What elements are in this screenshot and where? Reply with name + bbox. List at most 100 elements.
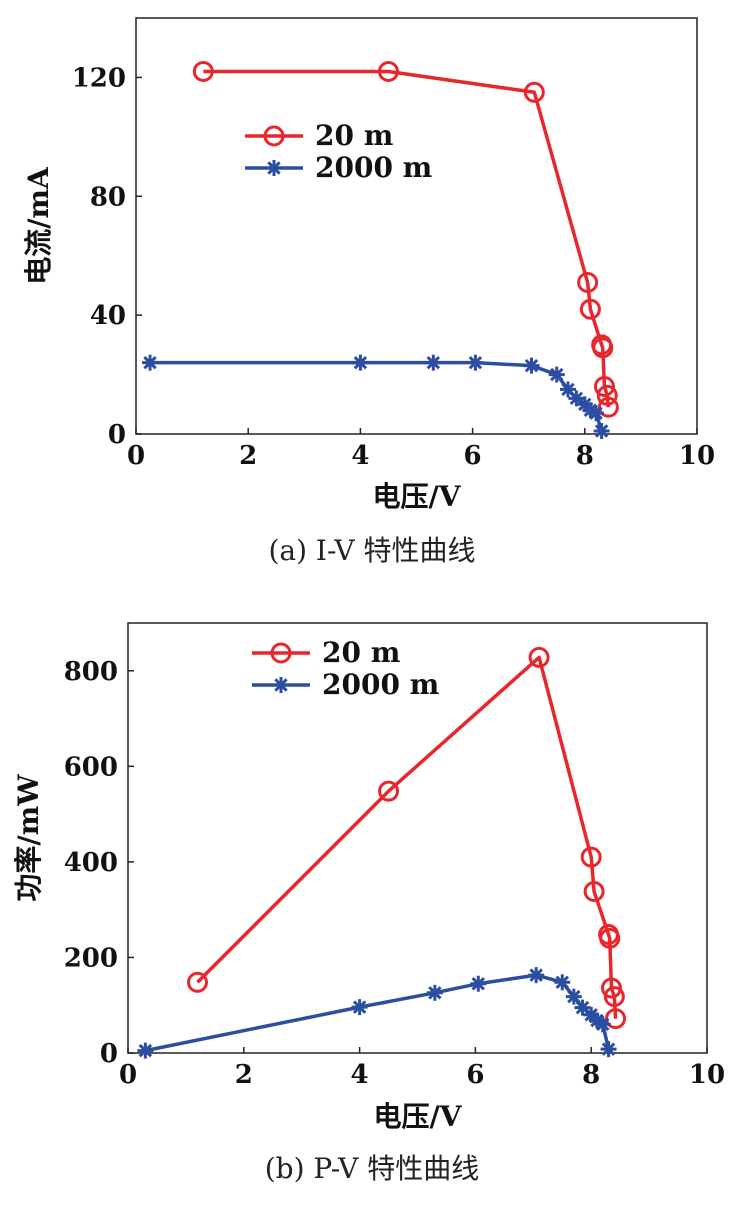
legend-entry: 2000 m [245,151,432,184]
data-point [137,1042,154,1059]
legend-marker [266,160,282,176]
series-0 [192,60,619,418]
data-point-stroke [524,358,539,373]
data-point [577,271,599,293]
x-tick-label: 8 [576,441,594,471]
data-point [192,60,214,82]
y-tick-label: 200 [64,943,118,973]
data-point-stroke [589,406,603,420]
data-point [579,298,601,320]
data-point [351,999,368,1016]
series-line [196,655,618,1019]
x-axis-label: 电压/V [373,480,462,513]
data-point [574,999,591,1016]
y-tick-label: 600 [64,752,118,782]
x-tick-label: 0 [127,441,145,471]
data-point-stroke [143,355,157,370]
data-point [467,354,484,371]
x-tick-label: 2 [235,1060,253,1090]
y-tick-label: 0 [100,1039,118,1069]
data-point [523,81,545,103]
legend-marker [273,677,289,693]
data-point [426,984,443,1001]
series-line [145,973,611,1053]
data-point-stroke [561,382,575,397]
y-tick-label: 0 [108,420,126,450]
data-point [425,354,442,371]
data-point [554,974,571,991]
y-tick-label: 40 [90,301,126,331]
legend-label: 20 m [322,636,400,669]
legend-marker-stroke [274,678,288,692]
y-tick-label: 80 [90,182,126,212]
data-point [470,975,487,992]
y-axis-label: 功率/mW [12,774,45,902]
data-point-stroke [584,1008,598,1022]
plot-frame [135,17,698,435]
data-point [583,881,605,903]
data-point-stroke [352,1000,367,1014]
x-tick-label: 4 [351,441,369,471]
data-point [186,971,208,993]
data-point-stroke [138,1043,153,1058]
data-point [600,1041,617,1058]
data-point-stroke [601,1042,616,1056]
data-point [528,646,550,668]
data-point [594,1016,611,1033]
data-point-stroke [550,367,564,382]
x-tick-label: 6 [464,441,482,471]
y-axis-label: 电流/mA [22,166,55,285]
y-tick-label: 400 [64,848,118,878]
chart-caption: (a) I-V 特性曲线 [268,534,475,567]
series-line [150,360,604,432]
data-point [599,927,621,949]
data-point [559,381,576,398]
data-point-stroke [596,1017,610,1032]
data-point-stroke [471,977,486,991]
data-point [580,846,602,868]
y-tick-label: 120 [72,63,126,93]
legend-label: 20 m [315,119,393,152]
data-point-stroke [426,355,441,370]
x-tick-label: 4 [351,1060,369,1090]
data-point [565,988,582,1005]
series-1 [137,967,617,1059]
data-point [142,354,159,371]
legend-label: 2000 m [315,151,432,184]
legend-entry: 2000 m [252,668,439,701]
data-point [378,780,400,802]
legend-marker [263,125,285,147]
data-point [528,967,545,984]
x-tick-label: 10 [689,1060,725,1090]
pv-chart: (b) P-V 特性曲线 0 2 4 6 8 10 0 200 400 600 800 电压/V 功率/… [12,622,725,1185]
data-point [593,423,610,440]
data-point-stroke [583,403,598,417]
legend-label: 2000 m [322,668,439,701]
data-point-stroke [567,989,581,1004]
data-point-stroke [578,397,592,412]
data-point-stroke [468,355,483,370]
series-line [203,69,611,408]
legend-entry: 20 m [245,119,393,152]
legend-marker-stroke [267,161,281,175]
iv-chart: (a) I-V 特性曲线 0 2 4 6 8 10 0 40 80 120 电压/V 电流/mA 20 … [22,17,715,567]
x-tick-label: 2 [239,441,257,471]
data-point [548,366,565,383]
x-tick-label: 6 [466,1060,484,1090]
data-point [597,396,619,418]
data-point-stroke [569,391,584,406]
legend-marker [270,642,292,664]
data-point [523,357,540,374]
data-point [603,986,625,1008]
x-tick-label: 10 [679,441,715,471]
data-point [352,354,369,371]
y-tick-label: 800 [64,657,118,687]
data-point-stroke [555,975,569,990]
data-point [600,977,622,999]
series-0 [186,646,627,1030]
data-point [592,337,614,359]
data-point-stroke [428,986,442,1000]
data-point [568,390,585,407]
data-point [377,60,399,82]
data-point-stroke [594,424,609,438]
